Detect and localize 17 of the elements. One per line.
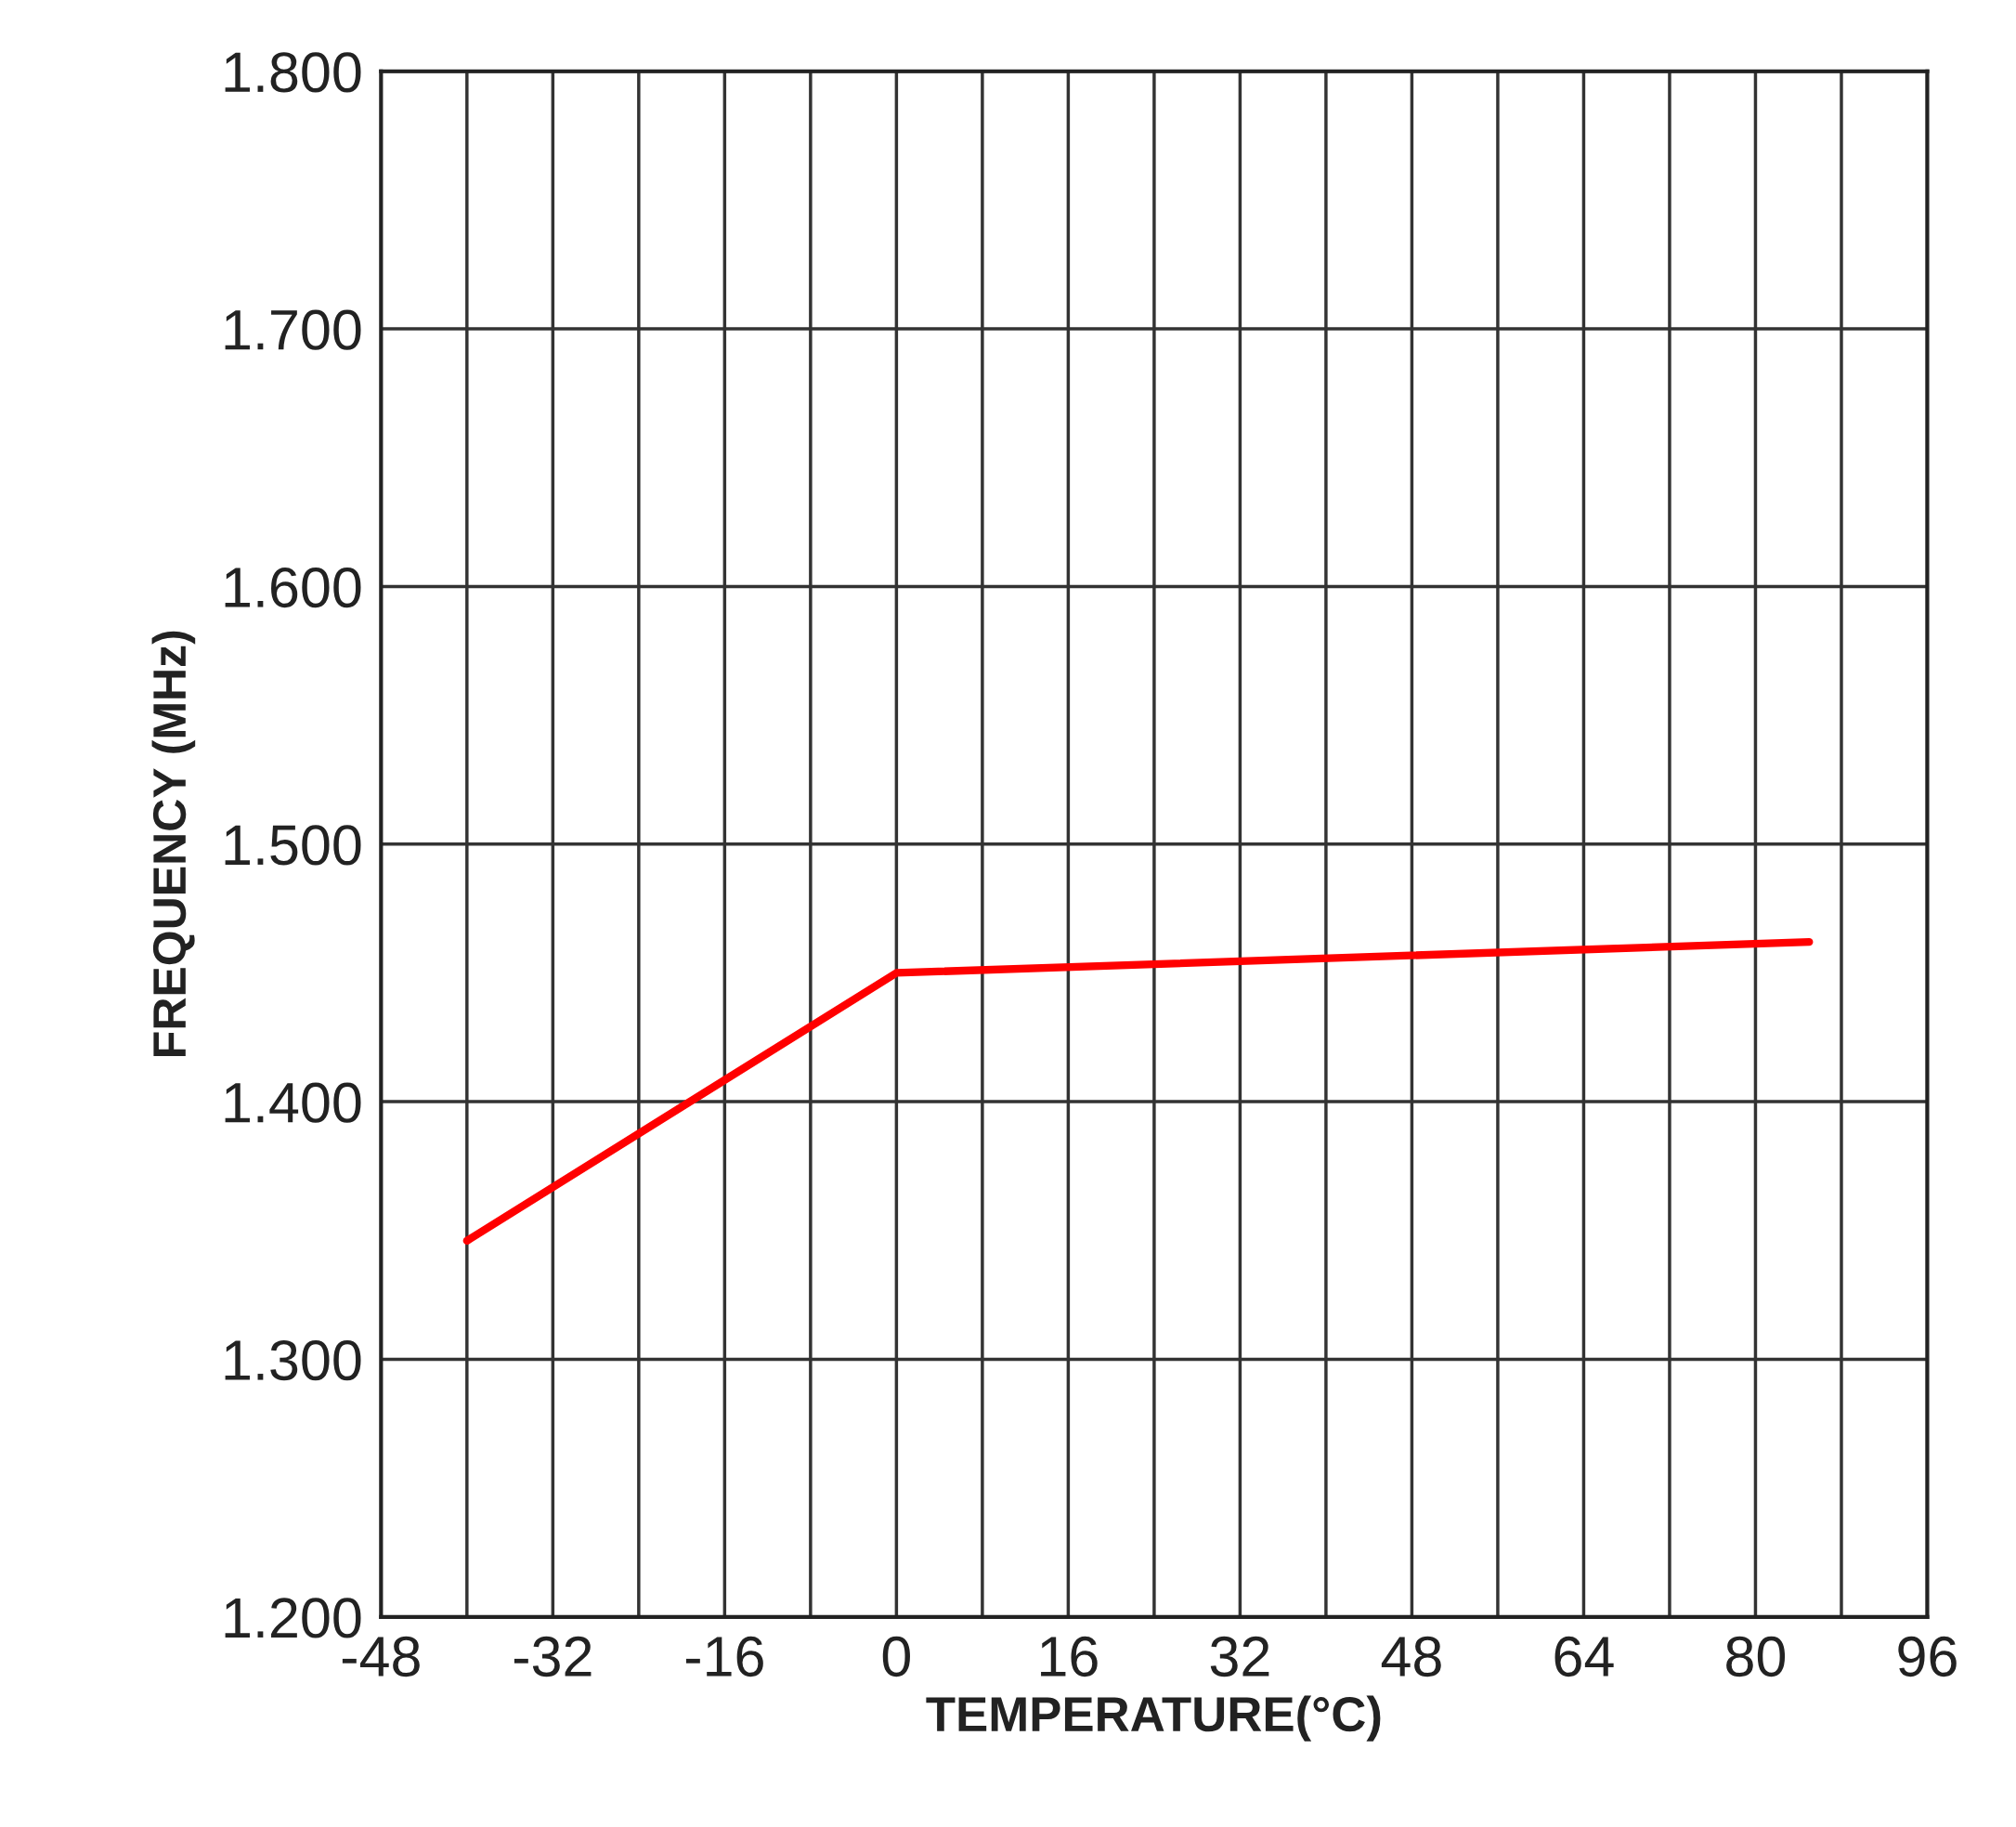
- y-tick-label: 1.500: [225, 825, 361, 866]
- y-tick-label: 1.400: [225, 1082, 361, 1123]
- x-axis-title: TEMPERATURE(°C): [926, 1695, 1381, 1742]
- x-tick-label: 0: [882, 1636, 910, 1677]
- x-tick-label: 64: [1554, 1636, 1614, 1677]
- y-axis-title: FREQUENCY (MHz): [151, 631, 196, 1056]
- x-tick-label: 96: [1898, 1636, 1957, 1677]
- y-tick-label: 1.800: [225, 52, 361, 93]
- y-tick-label: 1.600: [225, 567, 361, 608]
- x-tick-label: 32: [1210, 1636, 1269, 1677]
- x-tick-label: -16: [685, 1636, 763, 1677]
- x-tick-label: -32: [514, 1636, 592, 1677]
- x-tick-label: 16: [1041, 1636, 1098, 1677]
- y-tick-label: 1.300: [225, 1339, 361, 1381]
- x-tick-label: 48: [1381, 1636, 1441, 1677]
- y-tick-label: 1.700: [225, 309, 361, 350]
- x-tick-label: 80: [1726, 1636, 1786, 1677]
